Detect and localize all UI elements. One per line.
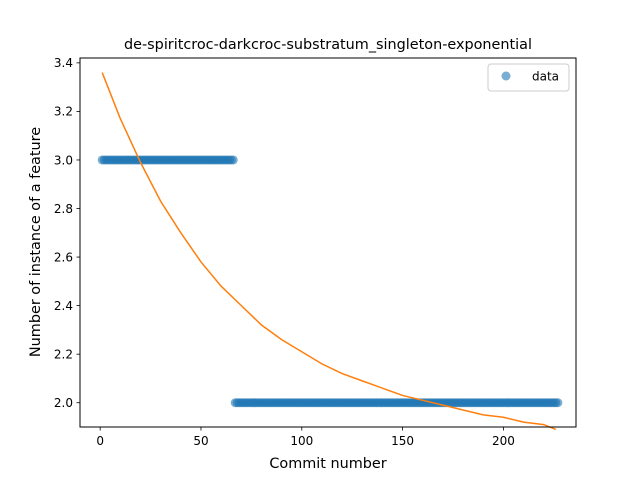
legend-label-data: data [532,70,559,84]
data-point [228,155,238,165]
plot-area [97,72,563,431]
x-tick-label: 0 [96,434,104,448]
y-tick-label: 3.4 [54,56,73,70]
y-axis-label: Number of instance of a feature [28,127,44,357]
y-tick-label: 2.8 [54,202,73,216]
axes-frame [79,57,577,428]
x-axis-ticks: 0 50 100 150 200 [96,427,515,448]
y-tick-label: 2.4 [54,299,73,313]
x-tick-label: 100 [290,434,313,448]
y-tick-label: 2.6 [54,250,73,264]
y-tick-label: 2.0 [54,396,73,410]
y-tick-label: 2.2 [54,347,73,361]
data-point [553,398,563,408]
chart-title: de-spiritcroc-darkcroc-substratum_single… [124,37,532,53]
x-axis-label: Commit number [269,456,386,472]
exponential-fit-line [101,72,557,431]
y-axis-ticks: 2.0 2.2 2.4 2.6 2.8 3.0 3.2 3.4 [54,56,80,410]
legend-box [487,63,570,92]
x-tick-label: 150 [391,434,414,448]
x-tick-label: 200 [492,434,515,448]
x-tick-label: 50 [193,434,208,448]
legend-marker-data [501,71,511,81]
y-tick-label: 3.0 [54,153,73,167]
data-points [97,155,563,408]
y-tick-label: 3.2 [54,105,73,119]
legend: data [487,63,570,92]
